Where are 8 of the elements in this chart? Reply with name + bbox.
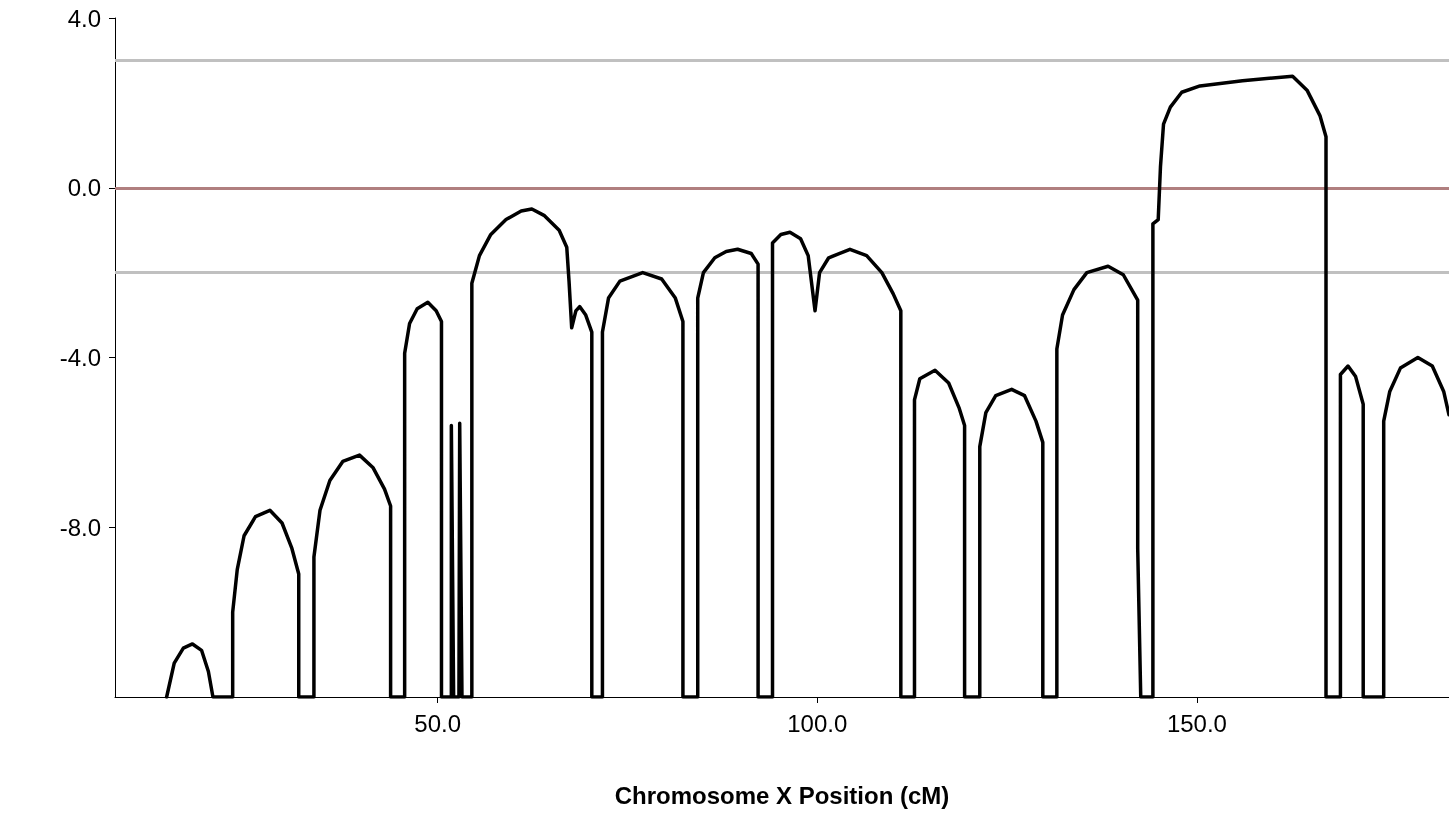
y-tick-label: -4.0 — [59, 344, 101, 371]
x-tick-label: 50.0 — [414, 709, 462, 737]
x-tick-label: 150.0 — [1166, 709, 1227, 737]
x-axis-title: Chromosome X Position (cM) — [614, 781, 950, 809]
y-tick-label: -8.0 — [59, 513, 101, 541]
y-tick-label: 0.0 — [67, 174, 101, 202]
y-tick-label: 4.0 — [67, 4, 101, 32]
x-tick-label: 100.0 — [787, 709, 848, 737]
